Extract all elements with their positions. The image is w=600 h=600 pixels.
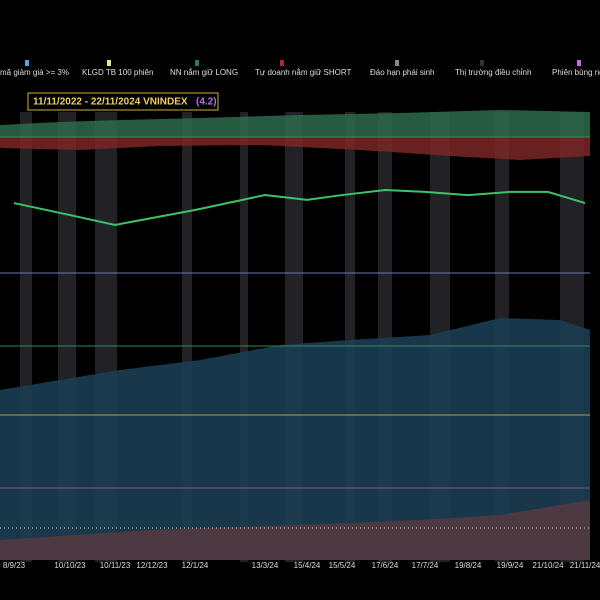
legend-swatch (577, 60, 581, 66)
price-line (13, 188, 586, 226)
x-tick-label: 13/3/24 (252, 561, 279, 570)
legend-swatch (280, 60, 284, 66)
x-tick-label: 21/11/24 (570, 561, 600, 570)
x-tick-label: 12/12/23 (136, 561, 168, 570)
legend-label: mã giảm giá >= 3% (0, 68, 69, 77)
annotation: (4.2) (196, 97, 217, 108)
chart-title: 11/11/2022 - 22/11/2024 VNINDEX (33, 97, 188, 108)
x-tick-label: 19/8/24 (455, 561, 482, 570)
x-tick-label: 10/11/23 (100, 561, 131, 570)
legend-swatch (480, 60, 484, 66)
x-tick-label: 10/10/23 (54, 561, 86, 570)
legend-label: Thị trường điều chỉnh (455, 68, 531, 77)
decor (0, 92, 600, 562)
x-tick-label: 19/9/24 (497, 561, 524, 570)
x-tick-label: 12/1/24 (182, 561, 209, 570)
legend-swatch (25, 60, 29, 66)
x-tick-label: 17/7/24 (412, 561, 439, 570)
x-tick-label: 17/6/24 (372, 561, 399, 570)
x-tick-label: 21/10/24 (532, 561, 564, 570)
x-tick-label: 15/4/24 (294, 561, 321, 570)
legend-label: Phiên bùng nổ (552, 68, 600, 77)
legend-label: Tự doanh nắm giữ SHORT (255, 68, 351, 77)
legend-label: NN nắm giữ LONG (170, 68, 238, 77)
legend-label: Đáo hạn phái sinh (370, 68, 435, 77)
legend-swatch (107, 60, 111, 66)
legend-swatch (395, 60, 399, 66)
x-tick-label: 15/5/24 (329, 561, 356, 570)
legend-label: KLGD TB 100 phiên (82, 68, 153, 77)
x-tick-label: 8/9/23 (3, 561, 26, 570)
legend-swatch (195, 60, 199, 66)
